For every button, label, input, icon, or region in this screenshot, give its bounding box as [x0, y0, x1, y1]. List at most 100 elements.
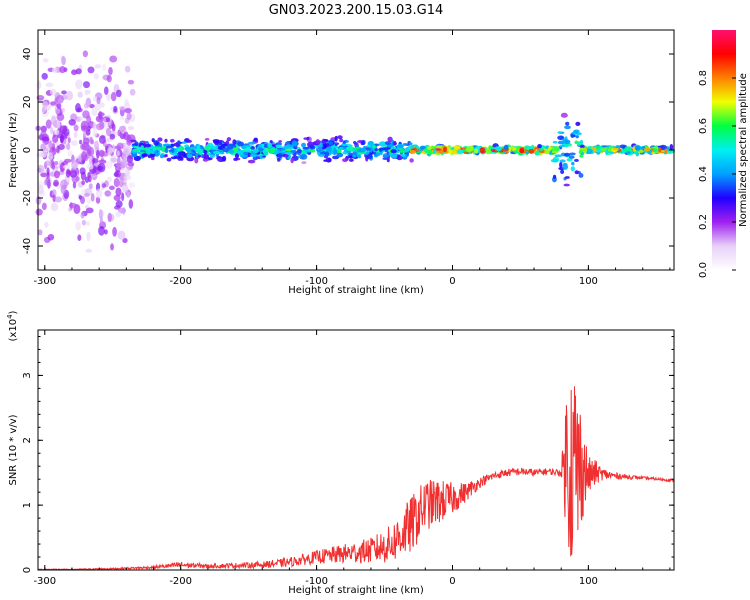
spectrogram-cell — [145, 149, 150, 154]
spectrogram-cell — [65, 168, 71, 178]
spectrogram-cell — [358, 147, 366, 153]
spectrogram-cell — [566, 157, 573, 162]
spectrogram-cell — [45, 82, 54, 88]
y-tick-label: -20 — [22, 190, 33, 206]
spectrogram-cell — [86, 197, 92, 204]
spectrogram-cell — [70, 170, 76, 176]
spectrogram-cell — [378, 141, 387, 147]
spectrogram-cell — [127, 125, 134, 131]
spectrogram-cell — [40, 143, 46, 152]
spectrogram-cell — [116, 142, 124, 150]
colorbar: 0.0 0.2 0.4 0.6 0.8 Normalized spectral ampl… — [698, 30, 749, 278]
spectrogram-cell — [115, 89, 122, 98]
spectrogram-cell — [54, 196, 63, 203]
spectrogram-cell — [342, 158, 348, 163]
spectrogram-cell — [669, 144, 674, 150]
spectrogram-cell — [107, 146, 113, 156]
x-tick-label: 0 — [449, 276, 455, 287]
spectrogram-cell — [328, 141, 334, 146]
spectrogram-cell — [465, 146, 474, 153]
spectrogram-cell — [95, 102, 101, 112]
spectrogram-cell — [107, 212, 112, 223]
spectrogram-cell — [489, 146, 496, 150]
spectrogram-cell — [576, 141, 582, 146]
spectrogram-cell — [228, 149, 235, 154]
spectrogram-cell — [306, 136, 310, 141]
x-tick-label: 100 — [579, 576, 598, 587]
spectrogram-cell — [402, 143, 408, 146]
spectrogram-cell — [88, 183, 93, 190]
spectrogram-cell — [474, 148, 479, 154]
spectrogram-cell — [164, 147, 169, 154]
spectrogram-cell — [176, 152, 185, 156]
spectrogram-cell — [218, 141, 223, 145]
spectrogram-cell — [75, 176, 80, 182]
spectrogram-cell — [579, 145, 585, 149]
spectrogram-cell — [379, 151, 383, 156]
spectrogram-cell — [325, 146, 333, 152]
spectrogram-cell — [41, 136, 50, 142]
snr-series-line — [37, 386, 675, 571]
spectrogram-cell — [41, 72, 48, 80]
spectrogram-y-axis-label: Frequency (Hz) — [8, 112, 19, 188]
spectrogram-cell — [634, 145, 641, 151]
spectrogram-cell — [315, 146, 323, 153]
spectrogram-cell — [252, 156, 258, 161]
spectrogram-cell — [119, 116, 125, 121]
spectrogram-cell — [153, 140, 159, 146]
spectrogram-cell — [119, 125, 127, 132]
spectrogram-cell — [226, 143, 234, 150]
y-tick-label: 1 — [22, 502, 33, 508]
spectrogram-cell — [563, 152, 570, 157]
spectrogram-cell — [409, 149, 417, 154]
spectrogram-cell — [303, 137, 308, 140]
spectrogram-cell — [454, 145, 461, 151]
spectrogram-cell — [164, 138, 168, 143]
spectrogram-cell — [50, 126, 54, 135]
spectrogram-cell — [559, 161, 563, 168]
spectrogram-cell — [53, 179, 59, 187]
spectrogram-cell — [290, 150, 297, 153]
spectrogram-cell — [301, 142, 306, 148]
colorbar-tick-label: 0.6 — [698, 118, 709, 134]
y-tick-label: 0 — [22, 147, 33, 153]
spectrogram-cell — [150, 156, 155, 161]
spectrogram-cell — [120, 167, 128, 173]
spectrogram-cell — [204, 138, 210, 141]
spectrogram-cell — [408, 142, 413, 146]
spectrogram-cell — [619, 144, 626, 149]
spectrogram-cell — [66, 90, 73, 101]
spectrogram-cell — [144, 143, 152, 148]
spectrogram-cell — [98, 208, 103, 219]
spectrogram-cell — [177, 140, 181, 145]
spectrogram-cell — [116, 156, 121, 166]
spectrogram-cell — [644, 146, 651, 152]
spectrogram-cell — [54, 160, 59, 166]
spectrogram-cell — [578, 173, 584, 178]
spectrogram-cell — [87, 66, 95, 74]
spectrogram-cell — [390, 149, 397, 154]
spectrogram-cell — [563, 183, 570, 187]
spectrogram-cell — [71, 69, 78, 76]
spectrogram-cell — [562, 162, 568, 166]
spectrogram-cell — [128, 199, 134, 209]
spectrogram-cell — [261, 143, 265, 148]
spectrogram-cell — [126, 112, 132, 120]
spectrogram-cell — [496, 146, 502, 152]
spectrogram-cell — [36, 94, 45, 101]
spectrogram-cell — [568, 152, 576, 156]
spectrogram-cell — [559, 159, 566, 163]
spectrogram-cell — [197, 154, 202, 158]
spectrogram-cell — [81, 151, 88, 161]
spectrogram-cell — [56, 113, 65, 122]
spectrogram-cell — [80, 120, 89, 131]
spectrogram-cell — [106, 93, 111, 101]
spectrogram-cell — [86, 115, 92, 124]
spectrogram-cell — [302, 146, 310, 150]
spectrogram-cell — [242, 144, 246, 150]
colorbar-tick-label: 0.8 — [698, 70, 709, 86]
spectrogram-cell — [181, 141, 188, 144]
spectrogram-cell — [221, 143, 229, 147]
spectrogram-cell — [250, 153, 258, 158]
spectrogram-cell — [51, 189, 57, 197]
